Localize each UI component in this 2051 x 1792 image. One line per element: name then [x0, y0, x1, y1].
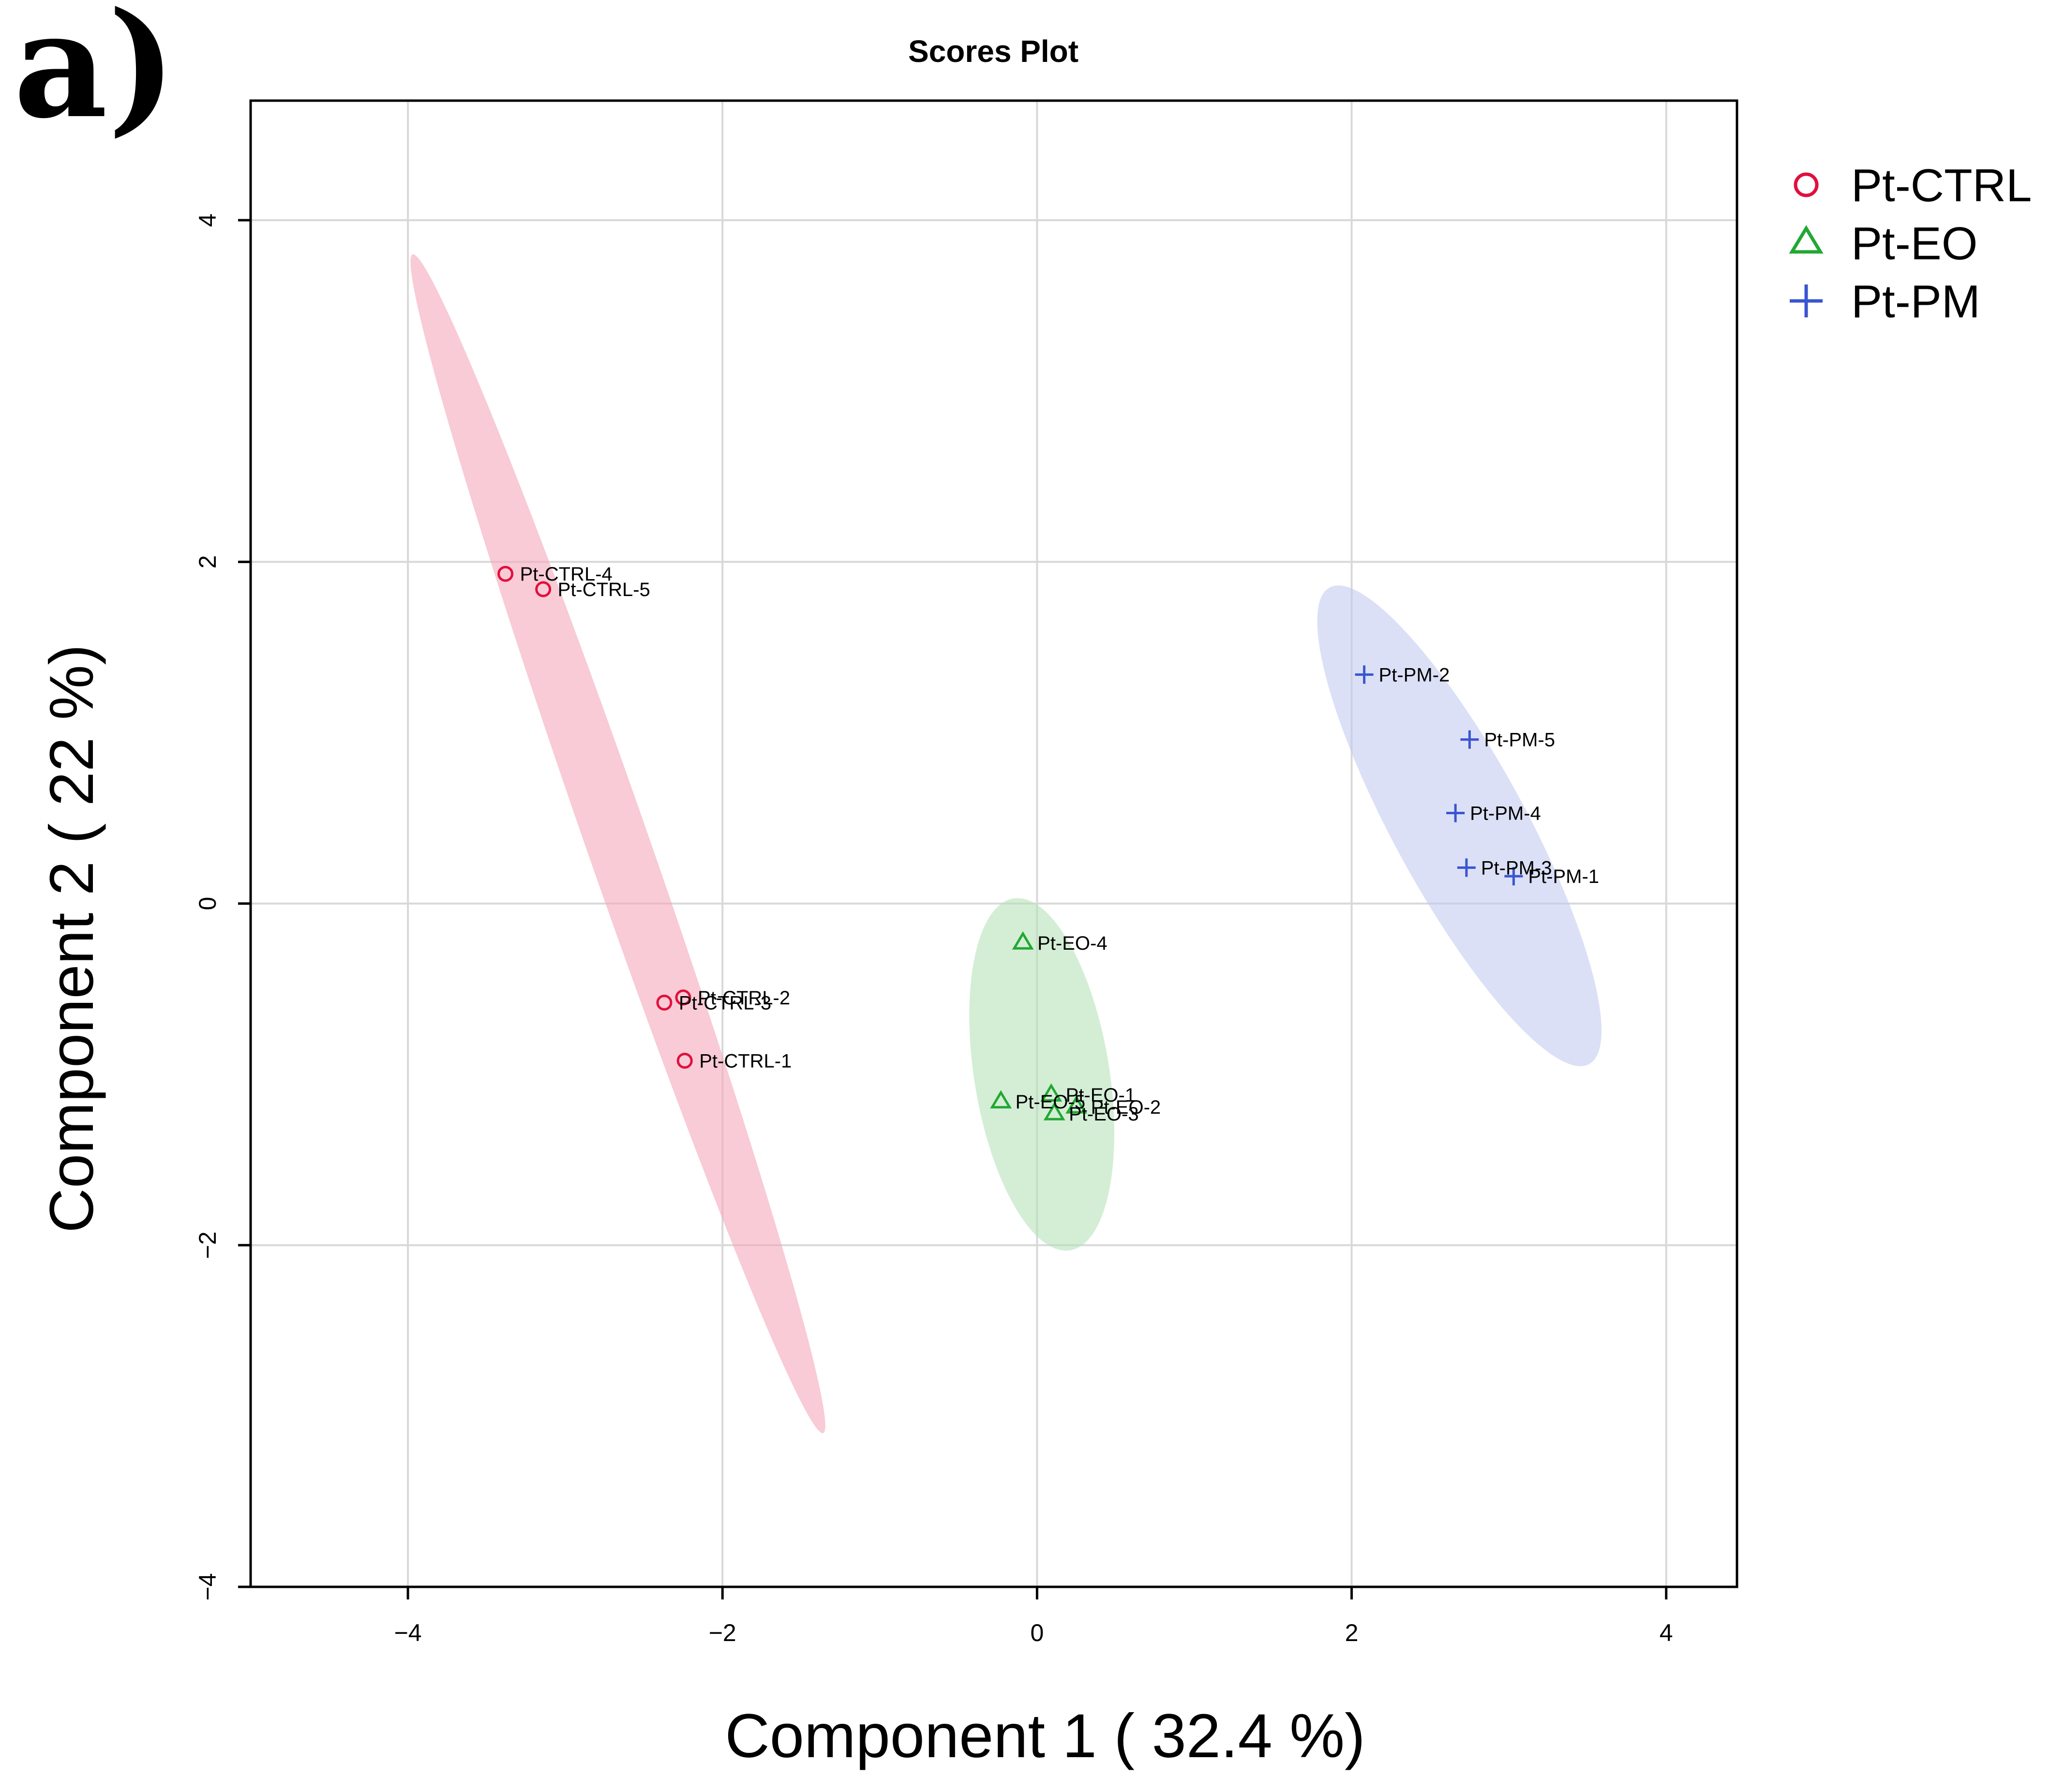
legend-marker-pt-eo	[1789, 225, 1824, 254]
point-pt-eo-1	[1040, 1083, 1063, 1102]
point-label-pt-ctrl-3: Pt-CTRL-3	[679, 992, 771, 1014]
x-tick-label: 2	[1345, 1619, 1359, 1646]
ellipse-pt-eo	[969, 898, 1115, 1251]
point-pt-ctrl-1	[676, 1052, 693, 1069]
legend-marker-pt-pm	[1790, 284, 1823, 317]
x-tick-label: 0	[1030, 1619, 1044, 1646]
point-label-pt-ctrl-2: Pt-CTRL-2	[698, 987, 790, 1009]
confidence-ellipses	[410, 254, 1602, 1434]
point-pt-eo-2	[1065, 1095, 1088, 1114]
legend-label-pt-ctrl: Pt-CTRL	[1851, 160, 2032, 211]
point-pt-pm-3	[1457, 858, 1476, 877]
y-tick-label: 4	[194, 213, 221, 227]
point-label-pt-eo-5: Pt-EO-5	[1016, 1091, 1085, 1113]
point-pt-ctrl-2	[675, 989, 691, 1006]
legend: Pt-CTRL Pt-EO Pt-PM	[1789, 160, 2032, 328]
point-label-pt-pm-1: Pt-PM-1	[1528, 866, 1599, 887]
point-label-pt-pm-3: Pt-PM-3	[1481, 857, 1552, 879]
x-tick-label: 4	[1660, 1619, 1673, 1646]
point-label-pt-ctrl-4: Pt-CTRL-4	[520, 564, 613, 585]
point-pt-pm-1	[1504, 867, 1523, 886]
legend-label-pt-pm: Pt-PM	[1851, 276, 1980, 328]
point-labels: Pt-CTRL-1 Pt-CTRL-2Pt-CTRL-3 Pt-CTRL-4Pt-C…	[520, 564, 1599, 1125]
point-label-pt-pm-4: Pt-PM-4	[1470, 803, 1541, 824]
point-pt-pm-5	[1460, 730, 1479, 749]
point-pt-eo-5	[990, 1090, 1012, 1109]
y-tick-label: 2	[194, 555, 221, 568]
legend-marker-pt-ctrl	[1794, 172, 1819, 197]
y-tick-label: 0	[194, 897, 221, 911]
point-pt-ctrl-5	[535, 581, 552, 597]
y-axis-ticks: −4 −2 0 2 4	[194, 213, 251, 1601]
point-pt-eo-4	[1012, 931, 1034, 950]
point-label-pt-pm-5: Pt-PM-5	[1484, 730, 1555, 751]
ellipse-pt-pm	[1317, 585, 1602, 1066]
panel-label: a)	[14, 0, 176, 150]
point-label-pt-eo-4: Pt-EO-4	[1037, 933, 1107, 954]
legend-label-pt-eo: Pt-EO	[1851, 218, 1977, 269]
point-label-pt-ctrl-5: Pt-CTRL-5	[558, 579, 650, 600]
chart-title: Scores Plot	[908, 34, 1078, 69]
point-label-pt-eo-3: Pt-EO-3	[1069, 1104, 1138, 1125]
point-label-pt-ctrl-1: Pt-CTRL-1	[699, 1050, 792, 1072]
point-pt-pm-2	[1355, 665, 1374, 684]
data-points	[497, 566, 1523, 1120]
x-axis-ticks: −4 −2 0 2 4	[394, 1587, 1673, 1646]
y-axis-title: Component 2 ( 22 %)	[37, 644, 106, 1233]
y-tick-label: −4	[194, 1573, 221, 1600]
point-pt-pm-4	[1446, 804, 1465, 822]
point-label-pt-eo-1: Pt-EO-1	[1066, 1085, 1136, 1106]
point-pt-ctrl-3	[656, 994, 673, 1011]
y-tick-label: −2	[194, 1231, 221, 1259]
x-tick-label: −4	[394, 1619, 422, 1646]
point-pt-ctrl-4	[497, 566, 514, 582]
point-label-pt-eo-2: Pt-EO-2	[1091, 1097, 1161, 1118]
x-axis-title: Component 1 ( 32.4 %)	[725, 1702, 1365, 1771]
plot-frame	[249, 99, 1738, 1588]
ellipse-pt-ctrl	[410, 254, 825, 1434]
point-pt-eo-3	[1043, 1102, 1065, 1120]
x-tick-label: −2	[709, 1619, 736, 1646]
point-label-pt-pm-2: Pt-PM-2	[1379, 664, 1450, 686]
